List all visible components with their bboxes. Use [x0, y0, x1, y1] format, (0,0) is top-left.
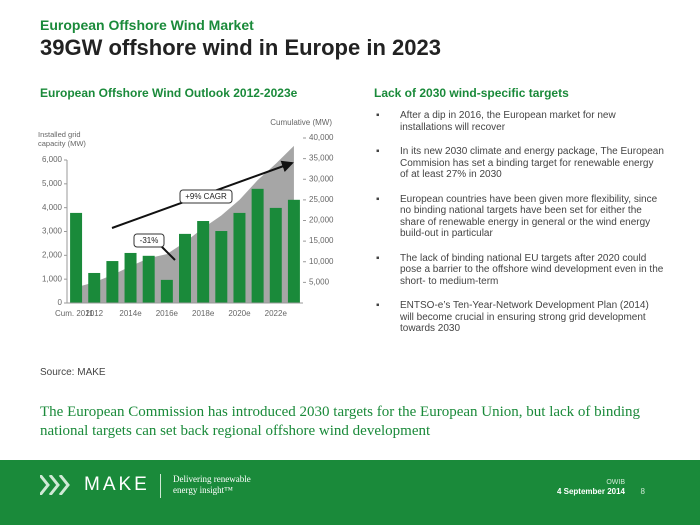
y2-tick-label: 5,000	[309, 277, 330, 286]
y-tick-label: 2,000	[42, 250, 63, 259]
x-tick-label: 2022e	[265, 309, 288, 318]
bar	[233, 212, 246, 303]
bullet: In its new 2030 climate and energy packa…	[374, 146, 664, 181]
bullet: After a dip in 2016, the European market…	[374, 110, 664, 133]
source: Source: MAKE	[40, 367, 106, 378]
kicker: European Offshore Wind Market	[40, 17, 254, 33]
chart: Installed grid capacity (MW) Cumulative …	[38, 118, 334, 318]
x-tick-label: 2014e	[119, 309, 142, 318]
tagline: Delivering renewable energy insight™	[173, 474, 251, 495]
bar	[215, 231, 228, 303]
y-tick-label: 1,000	[42, 274, 63, 283]
bar	[88, 272, 101, 303]
bar	[287, 199, 300, 303]
bullet-list: After a dip in 2016, the European market…	[374, 110, 664, 348]
bullet: European countries have been given more …	[374, 194, 664, 240]
x-tick-label: 2012	[85, 309, 103, 318]
footer: MAKE Delivering renewable energy insight…	[0, 460, 700, 525]
annotation-box	[133, 233, 165, 248]
y2-tick-label: 25,000	[309, 195, 334, 204]
x-tick-label: 2018e	[192, 309, 215, 318]
y-tick-label: 0	[58, 298, 63, 307]
bullet: The lack of binding national EU targets …	[374, 253, 664, 288]
bar	[124, 252, 137, 303]
y2-tick-label: 35,000	[309, 154, 334, 163]
bar	[179, 233, 191, 303]
y-tick-label: 3,000	[42, 227, 63, 236]
x-tick-label: 2016e	[156, 309, 179, 318]
bullet: ENTSO-e’s Ten-Year-Network Development P…	[374, 300, 664, 335]
chart-title: European Offshore Wind Outlook 2012-2023…	[40, 86, 298, 100]
y2-tick-label: 40,000	[309, 133, 334, 142]
title: 39GW offshore wind in Europe in 2023	[40, 35, 441, 60]
bar	[106, 261, 119, 303]
y2-tick-label: 20,000	[309, 216, 334, 225]
y2-tick-label: 15,000	[309, 236, 334, 245]
conclusion: The European Commission has introduced 2…	[40, 404, 641, 439]
bar	[197, 221, 210, 303]
y-tick-label: 4,000	[42, 203, 63, 212]
annotation-box	[179, 189, 233, 204]
bar	[70, 212, 83, 303]
bar	[269, 207, 282, 303]
logo-icon	[40, 475, 70, 495]
y-tick-label: 6,000	[42, 155, 63, 164]
y2-tick-label: 30,000	[309, 174, 334, 183]
event: OWIB	[606, 479, 625, 486]
bar	[251, 188, 264, 303]
y-axis-label: Installed grid capacity (MW)	[38, 130, 86, 148]
y-tick-label: 5,000	[42, 179, 63, 188]
divider	[160, 474, 161, 498]
bar	[142, 255, 155, 303]
date: 4 September 2014	[556, 487, 625, 496]
y2-tick-label: 10,000	[309, 257, 334, 266]
annotation: -31%	[140, 236, 159, 245]
page-number: 8	[640, 487, 645, 496]
bar	[160, 279, 173, 303]
y2-axis-label: Cumulative (MW)	[270, 118, 332, 127]
annotation: +9% CAGR	[185, 192, 227, 201]
x-tick-label: Cum. 2011	[55, 309, 94, 318]
x-tick-label: 2020e	[228, 309, 251, 318]
right-title: Lack of 2030 wind-specific targets	[374, 86, 569, 100]
logo: MAKE	[84, 474, 150, 495]
